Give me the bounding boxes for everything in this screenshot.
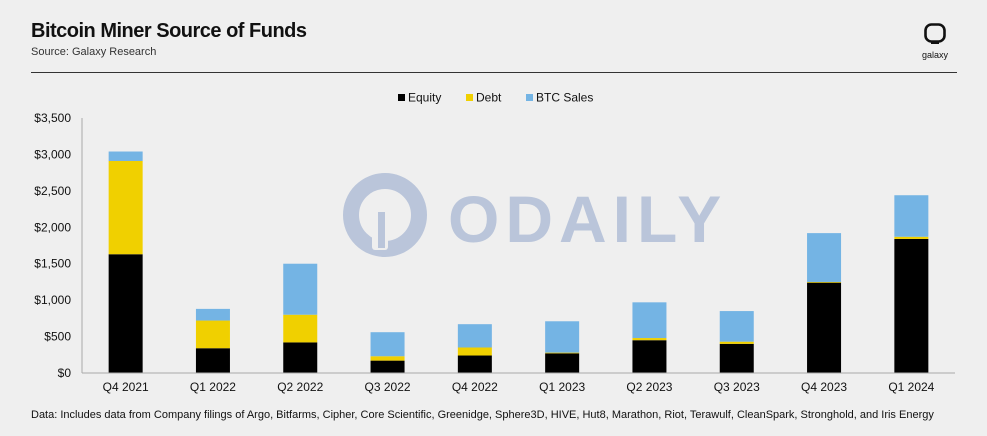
y-axis: $0 $500 $1,000 $1,500 $2,000 $2,500 $3,000 $3,5… [34,111,83,380]
x-tick-label: Q2 2023 [626,380,672,394]
bar-segment-equity [108,254,143,373]
bars [108,151,929,373]
bar-segment-btc-sales [195,308,230,321]
galaxy-logo-text: galaxy [921,50,948,60]
bar-segment-equity [894,238,929,373]
bar-segment-debt [370,356,405,361]
chart-header: Bitcoin Miner Source of Funds Source: Ga… [31,20,957,72]
bar-segment-btc-sales [370,332,405,357]
y-tick-label: $3,000 [34,147,71,161]
bar-segment-debt [807,281,842,283]
watermark-text: ODAILY [448,182,727,256]
x-tick-label: Q3 2023 [714,380,760,394]
x-tick-label: Q1 2022 [190,380,236,394]
y-tick-label: $500 [44,330,71,344]
y-tick-label: $2,500 [34,184,71,198]
legend-label: Equity [408,91,441,105]
chart-title: Bitcoin Miner Source of Funds [31,20,307,42]
y-tick-label: $1,000 [34,293,71,307]
legend-swatch [466,94,473,101]
bar-segment-debt [457,347,492,356]
bar-segment-btc-sales [894,195,929,237]
x-tick-label: Q4 2021 [103,380,149,394]
y-tick-label: $0 [58,366,72,380]
bar-segment-btc-sales [632,302,667,339]
bar-segment-debt [894,236,929,239]
bar-segment-debt [632,338,667,341]
y-tick-label: $1,500 [34,257,71,271]
bar-segment-debt [108,160,143,255]
bar-segment-equity [545,353,580,373]
chart-source: Source: Galaxy Research [31,46,157,58]
bar-segment-equity [195,348,230,373]
watermark: ODAILY [343,173,727,257]
x-tick-label: Q4 2022 [452,380,498,394]
chart-area: ODAILY Equity Debt BTC Sales $0 $500 $1,000 $… [0,80,987,400]
x-tick-label: Q1 2023 [539,380,585,394]
legend-label: BTC Sales [536,91,593,105]
bar-segment-btc-sales [719,311,754,342]
bar-segment-debt [719,341,754,344]
y-tick-label: $2,000 [34,220,71,234]
y-tick-label: $3,500 [34,111,71,125]
bar-segment-debt [195,320,230,349]
x-axis: Q4 2021 Q1 2022 Q2 2022 Q3 2022 Q4 2022 Q1 20… [82,372,955,394]
bar-segment-equity [807,282,842,373]
x-tick-label: Q3 2022 [365,380,411,394]
x-tick-label: Q1 2024 [888,380,934,394]
legend-swatch [526,94,533,101]
header-divider [31,72,957,73]
bar-segment-equity [457,355,492,373]
legend-label: Debt [476,91,502,105]
bar-segment-equity [719,343,754,373]
bar-segment-equity [370,360,405,373]
bar-segment-debt [545,352,580,354]
bar-segment-debt [283,314,318,343]
legend-swatch [398,94,405,101]
x-tick-label: Q4 2023 [801,380,847,394]
bar-segment-equity [632,340,667,373]
galaxy-logo: galaxy [915,22,955,60]
bar-segment-btc-sales [108,151,143,161]
bar-segment-btc-sales [283,263,318,315]
bar-segment-btc-sales [807,233,842,282]
bar-segment-btc-sales [545,321,580,353]
footnote: Data: Includes data from Company filings… [31,409,934,421]
stacked-bar-chart: ODAILY Equity Debt BTC Sales $0$500$1,000$… [34,91,955,394]
x-tick-label: Q2 2022 [277,380,323,394]
chart-legend: Equity Debt BTC Sales [398,91,593,105]
bar-segment-btc-sales [457,324,492,348]
galaxy-logo-icon [924,23,946,44]
bar-segment-equity [283,342,318,373]
